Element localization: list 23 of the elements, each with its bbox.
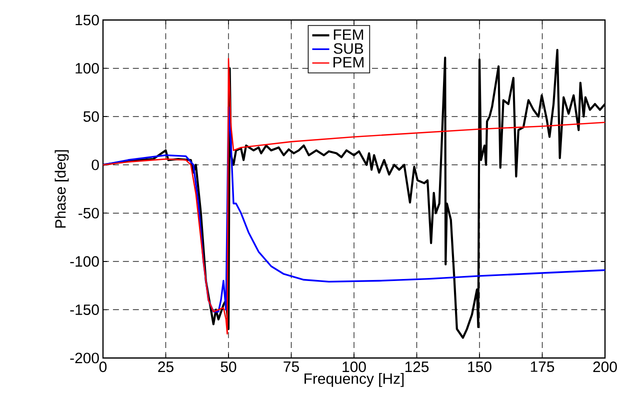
y-tick-label: 0 [92,160,99,170]
line-series [103,106,606,312]
x-tick-label: 25 [158,362,174,372]
legend-label: SUB [334,43,364,54]
y-axis-title: Phase [deg] [54,150,69,228]
y-tick-label: -50 [78,208,99,218]
x-tick-label: 125 [405,362,429,372]
x-tick-label: 150 [468,362,492,372]
y-tick-label: 100 [76,62,99,74]
x-tick-label: 200 [593,362,617,372]
x-tick-label: 100 [342,362,366,372]
x-tick-label: 175 [530,362,554,372]
x-tick-label: 75 [284,362,299,372]
y-tick-label: -150 [70,304,99,315]
legend-label: PEM [334,57,364,68]
x-axis-title: Frequency [Hz] [304,372,404,387]
y-tick-label: -100 [70,256,99,267]
y-tick-label: 50 [83,111,99,122]
x-tick-label: 50 [220,362,236,372]
x-tick-label: 0 [99,362,107,372]
y-tick-label: -200 [70,352,99,364]
y-tick-label: 150 [76,14,99,26]
legend-label: FEM [334,29,364,40]
